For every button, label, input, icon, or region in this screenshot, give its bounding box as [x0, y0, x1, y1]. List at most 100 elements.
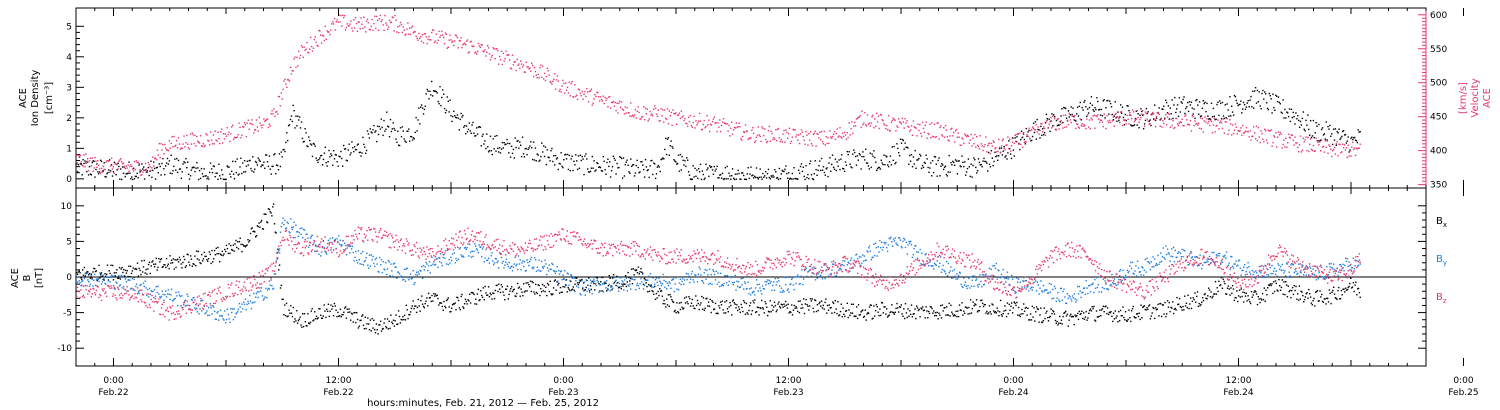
bx-point [634, 269, 636, 271]
bx-point [540, 291, 543, 293]
bx-point [1213, 293, 1215, 295]
bx-point [654, 298, 657, 300]
bx-point [1073, 323, 1075, 326]
velocity-point [400, 23, 403, 26]
velocity-point [271, 110, 273, 112]
bx-point [307, 313, 309, 315]
by-point [358, 259, 360, 261]
velocity-point [198, 141, 200, 143]
bx-point [344, 307, 346, 309]
velocity-point [1338, 143, 1340, 145]
bx-point [884, 306, 886, 308]
velocity-point [1042, 131, 1044, 133]
bx-point [600, 281, 602, 283]
velocity-point [1070, 121, 1072, 124]
bx-point [1358, 292, 1361, 294]
velocity-point [571, 81, 573, 83]
density-point [410, 136, 413, 138]
bx-point [248, 241, 250, 243]
velocity-point [696, 124, 698, 126]
by-point [285, 227, 288, 229]
velocity-point [593, 98, 595, 100]
density-point [399, 127, 402, 129]
bx-point [1251, 296, 1253, 298]
density-point [1168, 118, 1170, 120]
bx-point [384, 318, 386, 320]
density-point [360, 155, 362, 157]
velocity-point [724, 122, 726, 124]
density-point [1181, 102, 1183, 104]
velocity-point [82, 165, 84, 167]
bx-point [1208, 287, 1210, 289]
velocity-point [1330, 148, 1332, 150]
by-point [165, 296, 168, 298]
density-point [1187, 101, 1189, 104]
by-point [462, 255, 464, 257]
bx-point [1109, 312, 1111, 314]
bx-point [655, 292, 658, 295]
bx-point [1066, 313, 1069, 315]
density-point [1301, 117, 1304, 120]
density-point [1331, 133, 1333, 135]
velocity-point [567, 92, 570, 94]
velocity-point [219, 142, 221, 145]
velocity-point [421, 34, 424, 36]
density-point [1352, 138, 1354, 141]
velocity-point [87, 158, 89, 160]
density-point [1025, 127, 1027, 130]
bx-point [1100, 315, 1102, 317]
velocity-point [308, 52, 310, 54]
bx-point [690, 302, 693, 304]
by-point [485, 248, 487, 251]
velocity-point [290, 73, 293, 75]
velocity-point [898, 121, 901, 123]
bx-point [1033, 307, 1035, 309]
density-point [1165, 101, 1168, 104]
bx-point [482, 287, 485, 289]
bx-point [1093, 305, 1095, 308]
density-point [1264, 91, 1266, 93]
by-point [463, 247, 466, 249]
density-point [901, 138, 904, 141]
bx-point [589, 285, 592, 287]
density-point [889, 155, 892, 157]
velocity-point [572, 95, 574, 98]
bx-point [548, 290, 550, 293]
density-point [91, 161, 93, 164]
density-point [572, 169, 574, 172]
velocity-point [1162, 120, 1164, 122]
density-point [77, 164, 80, 166]
density-point [1287, 115, 1290, 118]
bx-point [1359, 296, 1361, 298]
velocity-point [79, 154, 82, 156]
bx-point [425, 300, 427, 302]
density-point [449, 99, 451, 101]
by-point [311, 234, 313, 236]
density-point [812, 178, 815, 181]
by-point [273, 273, 276, 275]
density-point [147, 166, 149, 169]
bfield-ytick-label: 10 [61, 202, 73, 212]
by-point [226, 308, 229, 310]
density-point [159, 165, 161, 168]
bx-point [1322, 301, 1325, 303]
density-point [439, 86, 441, 88]
velocity-point [129, 165, 131, 168]
density-point [754, 175, 756, 177]
velocity-point [787, 132, 790, 135]
by-point [201, 299, 204, 301]
bx-point [98, 264, 100, 267]
density-point [98, 173, 100, 175]
density-point [218, 163, 220, 165]
velocity-point [679, 117, 682, 120]
bx-point [1048, 316, 1051, 319]
by-point [481, 248, 484, 250]
velocity-point [639, 118, 641, 120]
velocity-point [538, 77, 540, 79]
velocity-point [166, 149, 169, 151]
velocity-point [1191, 115, 1193, 117]
velocity-point [860, 126, 862, 129]
velocity-point [609, 107, 612, 109]
density-point [487, 151, 490, 153]
by-point [320, 255, 322, 257]
